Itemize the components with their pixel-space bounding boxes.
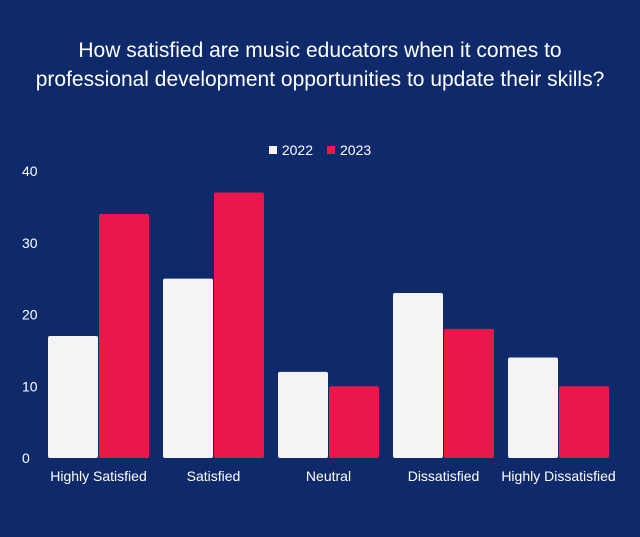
legend-swatch-2022 bbox=[268, 146, 277, 154]
bar-2022-highly-dissatisfied[interactable] bbox=[508, 357, 558, 458]
y-tick-label: 40 bbox=[22, 163, 38, 179]
x-tick-label: Highly Dissatisfied bbox=[501, 468, 615, 484]
bar-2023-highly-satisfied[interactable] bbox=[99, 214, 149, 458]
legend-item-2022[interactable]: 2022 bbox=[268, 142, 313, 158]
chart-title-line-2: professional development opportunities t… bbox=[35, 68, 605, 91]
bar-2022-satisfied[interactable] bbox=[163, 278, 213, 458]
legend-swatch-2023 bbox=[327, 146, 335, 154]
y-tick-label: 30 bbox=[22, 235, 38, 251]
bar-2022-highly-satisfied[interactable] bbox=[48, 336, 98, 458]
y-tick-label: 20 bbox=[22, 307, 38, 323]
y-tick-label: 0 bbox=[22, 450, 30, 466]
y-tick-label: 10 bbox=[22, 378, 38, 394]
x-tick-label: Highly Satisfied bbox=[50, 468, 147, 484]
x-tick-label: Neutral bbox=[306, 468, 351, 484]
legend-label-2022: 2022 bbox=[281, 142, 313, 158]
bar-2022-neutral[interactable] bbox=[278, 371, 328, 458]
bar-2023-neutral[interactable] bbox=[329, 386, 379, 458]
legend-item-2023[interactable]: 2023 bbox=[327, 142, 371, 158]
legend: 2022 2023 bbox=[0, 142, 640, 158]
bar-2023-satisfied[interactable] bbox=[214, 192, 264, 458]
x-tick-label: Dissatisfied bbox=[408, 468, 480, 484]
legend-label-2023: 2023 bbox=[340, 142, 372, 158]
bar-2023-dissatisfied[interactable] bbox=[444, 328, 494, 458]
bar-2022-dissatisfied[interactable] bbox=[393, 292, 443, 458]
bar-2023-highly-dissatisfied[interactable] bbox=[559, 386, 609, 458]
chart-title-line-1: How satisfied are music educators when i… bbox=[78, 39, 562, 62]
chart-title: How satisfied are music educators when i… bbox=[0, 36, 640, 94]
x-tick-label: Satisfied bbox=[187, 468, 241, 484]
